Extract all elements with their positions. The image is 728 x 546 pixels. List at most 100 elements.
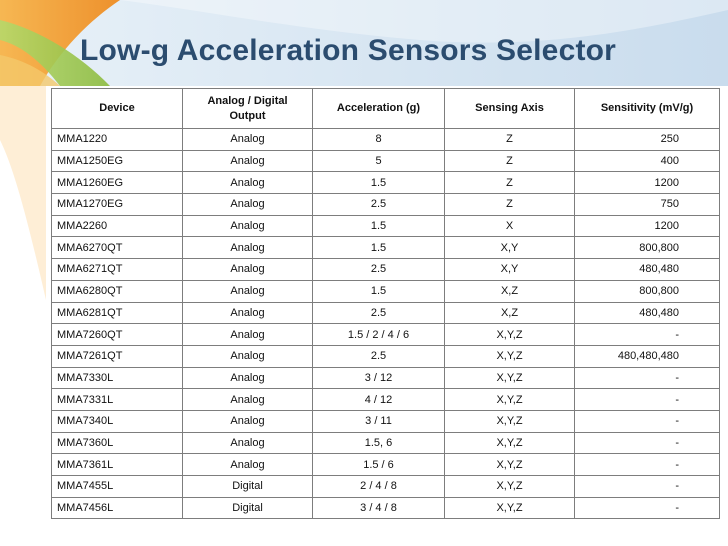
table-row: MMA7361L Analog 1.5 / 6 X,Y,Z - xyxy=(51,453,720,476)
table-row: MMA1260EG Analog 1.5 Z 1200 xyxy=(51,171,720,195)
cell-axis: Z xyxy=(444,149,575,173)
cell-output: Digital xyxy=(182,496,313,520)
cell-output: Analog xyxy=(182,453,313,476)
cell-acceleration: 2.5 xyxy=(312,193,445,216)
header-output: Analog / Digital Output xyxy=(182,88,313,129)
cell-sensitivity: - xyxy=(574,453,720,476)
cell-output: Analog xyxy=(182,258,313,281)
cell-output: Analog xyxy=(182,279,313,303)
cell-output: Analog xyxy=(182,323,313,346)
cell-device: MMA7330L xyxy=(51,366,183,390)
cell-sensitivity: 1200 xyxy=(574,214,720,238)
cell-axis: X,Y,Z xyxy=(444,409,575,433)
cell-acceleration: 1.5 xyxy=(312,279,445,303)
header-acceleration: Acceleration (g) xyxy=(312,88,445,129)
cell-output: Analog xyxy=(182,431,313,455)
cell-axis: X,Y,Z xyxy=(444,431,575,455)
table-row: MMA1220 Analog 8 Z 250 xyxy=(51,128,720,151)
header-device: Device xyxy=(51,88,183,129)
table-row: MMA7360L Analog 1.5, 6 X,Y,Z - xyxy=(51,431,720,455)
cell-sensitivity: 800,800 xyxy=(574,279,720,303)
cell-device: MMA6270QT xyxy=(51,236,183,260)
cell-sensitivity: 800,800 xyxy=(574,236,720,260)
cell-device: MMA1260EG xyxy=(51,171,183,195)
cell-device: MMA7260QT xyxy=(51,323,183,346)
cell-device: MMA1270EG xyxy=(51,193,183,216)
cell-axis: X,Y,Z xyxy=(444,323,575,346)
cell-output: Analog xyxy=(182,236,313,260)
cell-acceleration: 2.5 xyxy=(312,258,445,281)
cell-acceleration: 3 / 12 xyxy=(312,366,445,390)
cell-device: MMA7331L xyxy=(51,388,183,411)
cell-acceleration: 5 xyxy=(312,149,445,173)
table-row: MMA1250EG Analog 5 Z 400 xyxy=(51,149,720,173)
table-row: MMA6281QT Analog 2.5 X,Z 480,480 xyxy=(51,301,720,325)
cell-sensitivity: - xyxy=(574,475,720,498)
cell-acceleration: 1.5 / 6 xyxy=(312,453,445,476)
cell-axis: X,Y,Z xyxy=(444,453,575,476)
table-row: MMA7455L Digital 2 / 4 / 8 X,Y,Z - xyxy=(51,475,720,498)
cell-axis: X,Y xyxy=(444,258,575,281)
table-row: MMA7340L Analog 3 / 11 X,Y,Z - xyxy=(51,409,720,433)
cell-acceleration: 3 / 4 / 8 xyxy=(312,496,445,520)
cell-device: MMA1250EG xyxy=(51,149,183,173)
cell-acceleration: 1.5 xyxy=(312,236,445,260)
cell-axis: X xyxy=(444,214,575,238)
cell-axis: X,Y,Z xyxy=(444,496,575,520)
cell-device: MMA7340L xyxy=(51,409,183,433)
cell-output: Analog xyxy=(182,149,313,173)
cell-acceleration: 1.5, 6 xyxy=(312,431,445,455)
cell-axis: X,Y xyxy=(444,236,575,260)
cell-axis: Z xyxy=(444,193,575,216)
cell-output: Analog xyxy=(182,344,313,368)
cell-acceleration: 4 / 12 xyxy=(312,388,445,411)
table-row: MMA6280QT Analog 1.5 X,Z 800,800 xyxy=(51,279,720,303)
table-row: MMA1270EG Analog 2.5 Z 750 xyxy=(51,193,720,216)
cell-device: MMA2260 xyxy=(51,214,183,238)
cell-device: MMA7361L xyxy=(51,453,183,476)
table-row: MMA6271QT Analog 2.5 X,Y 480,480 xyxy=(51,258,720,281)
table-row: MMA7260QT Analog 1.5 / 2 / 4 / 6 X,Y,Z - xyxy=(51,323,720,346)
header-sensing-axis: Sensing Axis xyxy=(444,88,575,129)
cell-output: Digital xyxy=(182,475,313,498)
cell-acceleration: 2 / 4 / 8 xyxy=(312,475,445,498)
cell-sensitivity: 750 xyxy=(574,193,720,216)
table-row: MMA7330L Analog 3 / 12 X,Y,Z - xyxy=(51,366,720,390)
cell-output: Analog xyxy=(182,409,313,433)
cell-output: Analog xyxy=(182,193,313,216)
cell-sensitivity: 480,480 xyxy=(574,301,720,325)
cell-output: Analog xyxy=(182,388,313,411)
cell-sensitivity: - xyxy=(574,496,720,520)
cell-device: MMA6281QT xyxy=(51,301,183,325)
cell-sensitivity: - xyxy=(574,409,720,433)
cell-device: MMA7360L xyxy=(51,431,183,455)
cell-axis: X,Y,Z xyxy=(444,366,575,390)
cell-acceleration: 1.5 / 2 / 4 / 6 xyxy=(312,323,445,346)
cell-acceleration: 1.5 xyxy=(312,171,445,195)
cell-axis: X,Y,Z xyxy=(444,344,575,368)
cell-device: MMA6280QT xyxy=(51,279,183,303)
slide-title: Low-g Acceleration Sensors Selector xyxy=(80,34,617,67)
cell-sensitivity: 480,480 xyxy=(574,258,720,281)
table-row: MMA7456L Digital 3 / 4 / 8 X,Y,Z - xyxy=(51,496,720,520)
cell-axis: X,Z xyxy=(444,279,575,303)
table-row: MMA7331L Analog 4 / 12 X,Y,Z - xyxy=(51,388,720,411)
cell-device: MMA1220 xyxy=(51,128,183,151)
sensor-selector-table: Device Analog / Digital Output Accelerat… xyxy=(51,88,720,520)
header-sensitivity: Sensitivity (mV/g) xyxy=(574,88,720,129)
cell-sensitivity: - xyxy=(574,388,720,411)
cell-acceleration: 1.5 xyxy=(312,214,445,238)
cell-axis: Z xyxy=(444,171,575,195)
cell-acceleration: 2.5 xyxy=(312,344,445,368)
cell-device: MMA7455L xyxy=(51,475,183,498)
cell-acceleration: 2.5 xyxy=(312,301,445,325)
cell-axis: X,Z xyxy=(444,301,575,325)
cell-axis: Z xyxy=(444,128,575,151)
table-header-row: Device Analog / Digital Output Accelerat… xyxy=(51,88,720,129)
cell-sensitivity: 1200 xyxy=(574,171,720,195)
cell-output: Analog xyxy=(182,366,313,390)
cell-sensitivity: - xyxy=(574,366,720,390)
cell-axis: X,Y,Z xyxy=(444,388,575,411)
cell-acceleration: 3 / 11 xyxy=(312,409,445,433)
cell-device: MMA7261QT xyxy=(51,344,183,368)
